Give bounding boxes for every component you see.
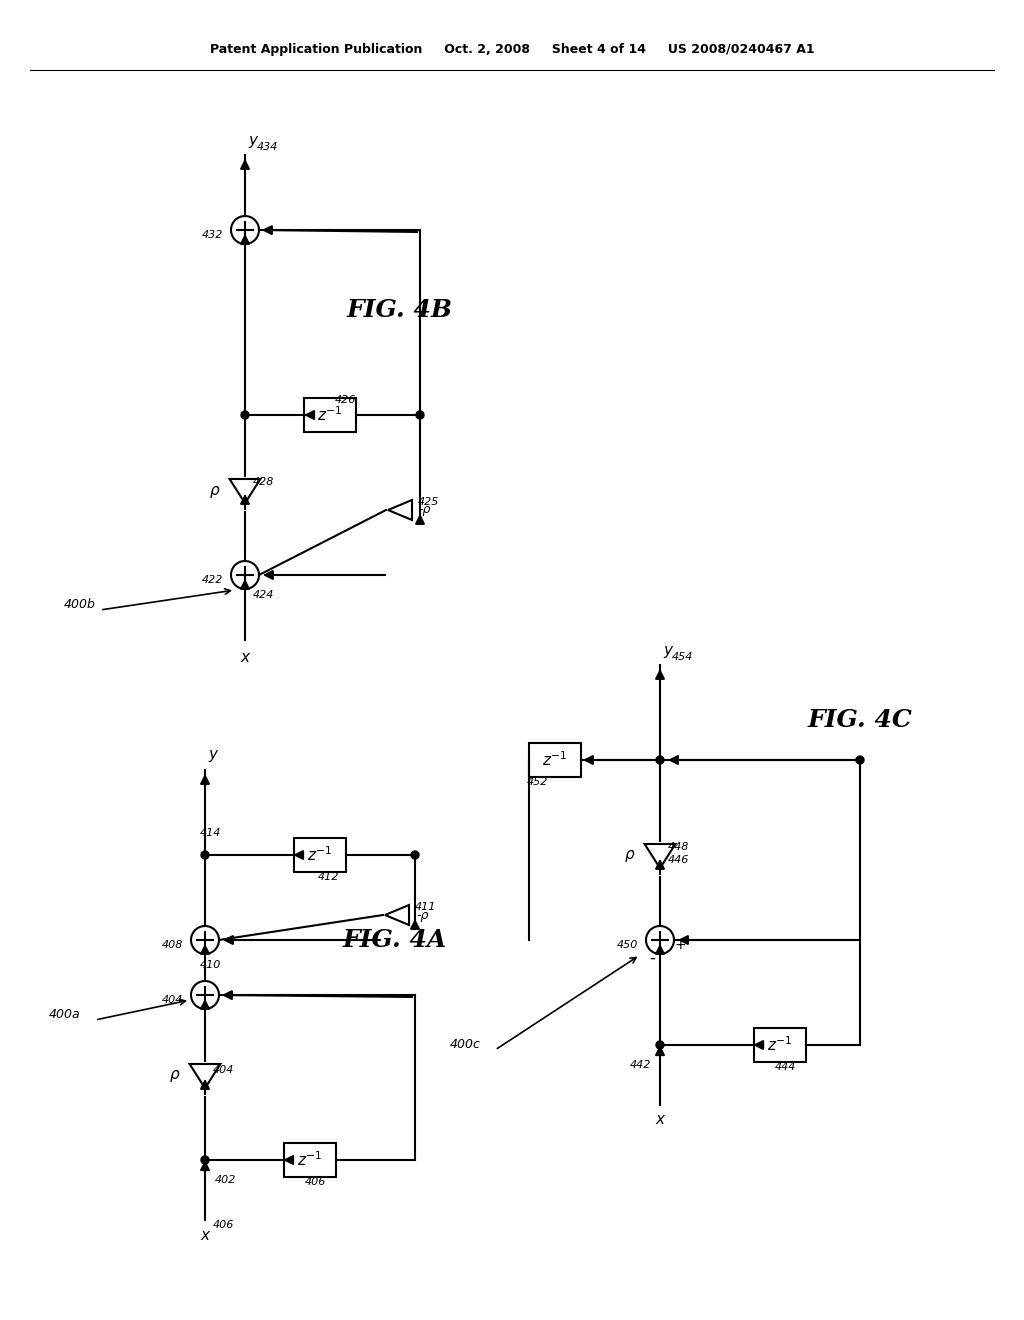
Text: 432: 432 (202, 230, 223, 240)
Text: $z^{-1}$: $z^{-1}$ (317, 405, 343, 424)
Text: -: - (649, 949, 655, 968)
Circle shape (241, 411, 249, 418)
Text: 408: 408 (162, 940, 183, 950)
Circle shape (416, 411, 424, 418)
Text: 452: 452 (526, 777, 548, 787)
Text: 412: 412 (317, 873, 339, 882)
Text: 454: 454 (672, 652, 692, 663)
Text: 422: 422 (202, 576, 223, 585)
Text: $z^{-1}$: $z^{-1}$ (767, 1036, 793, 1055)
Text: FIG. 4C: FIG. 4C (808, 708, 912, 733)
Text: 400b: 400b (65, 598, 96, 611)
Text: +: + (674, 939, 686, 952)
Text: y: y (209, 747, 217, 763)
Text: FIG. 4A: FIG. 4A (343, 928, 447, 952)
Text: $z^{-1}$: $z^{-1}$ (307, 846, 333, 865)
Circle shape (201, 1156, 209, 1164)
Text: 406: 406 (304, 1177, 326, 1187)
Text: 425: 425 (418, 498, 438, 507)
Text: 400c: 400c (450, 1039, 480, 1052)
Text: 448: 448 (668, 842, 689, 851)
Text: 446: 446 (668, 855, 689, 865)
Text: 428: 428 (252, 477, 273, 487)
Text: y: y (249, 132, 257, 148)
Text: 404: 404 (212, 1065, 233, 1074)
Text: 450: 450 (616, 940, 638, 950)
Text: 402: 402 (214, 1175, 236, 1185)
Bar (754, 1028, 806, 1063)
Text: x: x (655, 1113, 665, 1127)
Text: 406: 406 (212, 1220, 233, 1230)
Text: 426: 426 (334, 395, 355, 405)
Text: $z^{-1}$: $z^{-1}$ (543, 751, 567, 770)
Bar (284, 1143, 336, 1177)
Text: 411: 411 (415, 902, 435, 912)
Text: $z^{-1}$: $z^{-1}$ (297, 1151, 323, 1170)
Text: 444: 444 (774, 1063, 796, 1072)
Circle shape (656, 1041, 664, 1049)
Circle shape (411, 851, 419, 859)
Text: 410: 410 (200, 960, 221, 970)
Bar (304, 399, 356, 432)
Text: FIG. 4B: FIG. 4B (347, 298, 453, 322)
Text: x: x (241, 651, 250, 665)
Text: ρ: ρ (170, 1068, 180, 1082)
Text: 404: 404 (162, 995, 183, 1005)
Text: ρ: ρ (210, 483, 220, 498)
Bar (529, 743, 581, 777)
Text: y: y (664, 643, 673, 657)
Bar (294, 838, 346, 873)
Text: 414: 414 (200, 828, 221, 838)
Circle shape (201, 851, 209, 859)
Text: Patent Application Publication     Oct. 2, 2008     Sheet 4 of 14     US 2008/02: Patent Application Publication Oct. 2, 2… (210, 44, 814, 57)
Text: -ρ: -ρ (419, 503, 431, 516)
Text: 424: 424 (252, 590, 273, 601)
Text: 442: 442 (630, 1060, 650, 1071)
Text: x: x (201, 1228, 210, 1242)
Text: -ρ: -ρ (417, 908, 429, 921)
Circle shape (656, 756, 664, 764)
Text: 434: 434 (256, 143, 278, 152)
Text: 400a: 400a (49, 1008, 81, 1022)
Circle shape (856, 756, 864, 764)
Text: ρ: ρ (626, 847, 635, 862)
